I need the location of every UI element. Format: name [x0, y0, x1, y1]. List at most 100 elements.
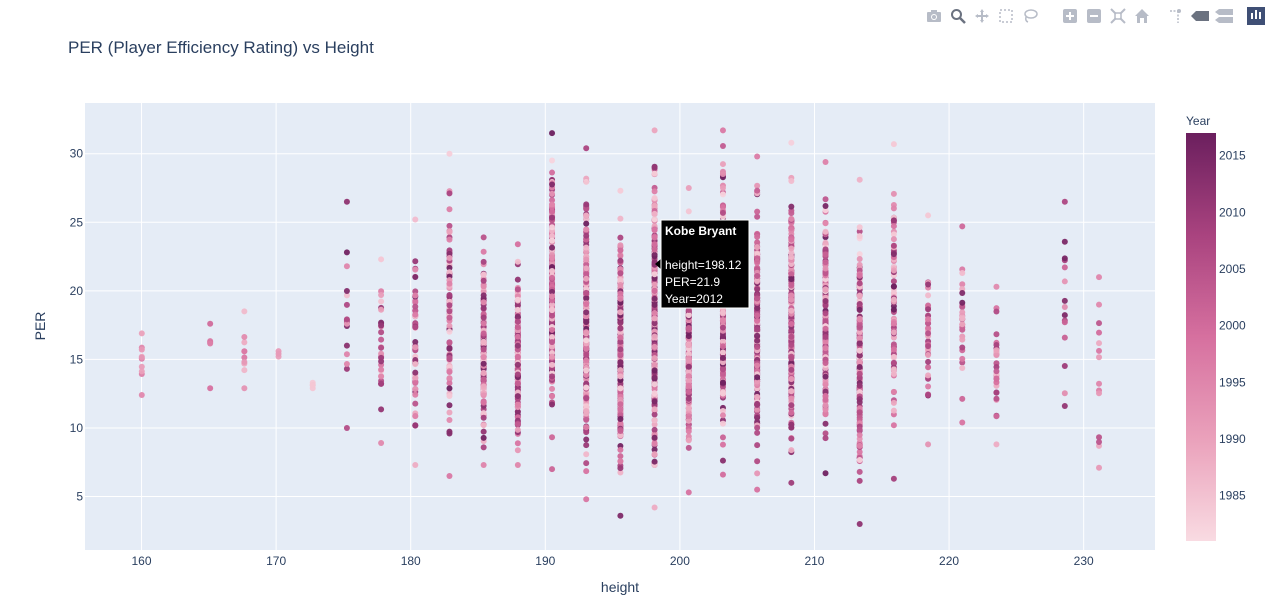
data-point[interactable]	[583, 429, 590, 436]
zoom-out-icon[interactable]	[1085, 7, 1103, 25]
data-point[interactable]	[549, 339, 556, 346]
data-point[interactable]	[241, 385, 248, 392]
data-point[interactable]	[549, 385, 556, 392]
data-point[interactable]	[651, 458, 658, 465]
data-point[interactable]	[890, 296, 897, 303]
data-point[interactable]	[343, 342, 350, 349]
data-point[interactable]	[583, 345, 590, 352]
data-point[interactable]	[446, 339, 453, 346]
data-point[interactable]	[549, 224, 556, 231]
data-point[interactable]	[993, 395, 1000, 402]
data-point[interactable]	[651, 333, 658, 340]
data-point[interactable]	[412, 216, 419, 223]
box-select-icon[interactable]	[997, 7, 1015, 25]
data-point[interactable]	[549, 201, 556, 208]
data-point[interactable]	[207, 320, 214, 327]
data-point[interactable]	[412, 292, 419, 299]
data-point[interactable]	[480, 314, 487, 321]
data-point[interactable]	[788, 435, 795, 442]
plotly-logo-icon[interactable]	[1247, 7, 1265, 25]
data-point[interactable]	[788, 253, 795, 260]
data-point[interactable]	[754, 251, 761, 258]
data-point[interactable]	[993, 413, 1000, 420]
hover-compare-icon[interactable]	[1215, 7, 1233, 25]
data-point[interactable]	[925, 212, 932, 219]
data-point[interactable]	[822, 203, 829, 210]
data-point[interactable]	[890, 251, 897, 258]
data-point[interactable]	[685, 444, 692, 451]
data-point[interactable]	[788, 178, 795, 185]
data-point[interactable]	[788, 270, 795, 277]
data-point[interactable]	[925, 330, 932, 337]
data-point[interactable]	[1096, 434, 1103, 441]
data-point[interactable]	[788, 341, 795, 348]
data-point[interactable]	[685, 324, 692, 331]
data-point[interactable]	[1061, 319, 1068, 326]
colorbar[interactable]: Year 1985 1990 1995 2000 2005 2010 2015	[1186, 114, 1246, 541]
data-point[interactable]	[617, 359, 624, 366]
data-point[interactable]	[685, 428, 692, 435]
data-point[interactable]	[514, 393, 521, 400]
data-point[interactable]	[617, 187, 624, 194]
data-point[interactable]	[549, 288, 556, 295]
data-point[interactable]	[856, 280, 863, 287]
data-point[interactable]	[788, 353, 795, 360]
data-point[interactable]	[993, 352, 1000, 359]
data-point[interactable]	[1061, 264, 1068, 271]
data-point[interactable]	[822, 297, 829, 304]
data-point[interactable]	[378, 336, 385, 343]
data-point[interactable]	[343, 424, 350, 431]
data-point[interactable]	[446, 409, 453, 416]
data-point[interactable]	[343, 249, 350, 256]
data-point[interactable]	[890, 475, 897, 482]
data-point[interactable]	[1061, 403, 1068, 410]
data-point[interactable]	[617, 277, 624, 284]
data-point[interactable]	[617, 415, 624, 422]
data-point[interactable]	[446, 280, 453, 287]
data-point[interactable]	[583, 337, 590, 344]
data-point[interactable]	[754, 208, 761, 215]
data-point[interactable]	[925, 372, 932, 379]
home-icon[interactable]	[1133, 7, 1151, 25]
data-point[interactable]	[446, 250, 453, 257]
data-point[interactable]	[822, 318, 829, 325]
data-point[interactable]	[651, 504, 658, 511]
data-point[interactable]	[480, 299, 487, 306]
data-point[interactable]	[856, 228, 863, 235]
data-point[interactable]	[617, 290, 624, 297]
data-point[interactable]	[651, 406, 658, 413]
data-point[interactable]	[446, 322, 453, 329]
data-point[interactable]	[890, 359, 897, 366]
data-point[interactable]	[617, 421, 624, 428]
data-point[interactable]	[651, 275, 658, 282]
data-point[interactable]	[754, 305, 761, 312]
data-point[interactable]	[788, 249, 795, 256]
data-point[interactable]	[822, 373, 829, 380]
data-point[interactable]	[822, 388, 829, 395]
data-point[interactable]	[685, 312, 692, 319]
data-point[interactable]	[685, 357, 692, 364]
data-point[interactable]	[685, 378, 692, 385]
data-point[interactable]	[241, 359, 248, 366]
data-point[interactable]	[378, 256, 385, 263]
data-point[interactable]	[890, 231, 897, 238]
data-point[interactable]	[583, 295, 590, 302]
data-point[interactable]	[549, 361, 556, 368]
data-point[interactable]	[822, 411, 829, 418]
data-point[interactable]	[788, 421, 795, 428]
data-point[interactable]	[754, 337, 761, 344]
data-point[interactable]	[617, 453, 624, 460]
data-point[interactable]	[822, 270, 829, 277]
data-point[interactable]	[890, 366, 897, 373]
data-point[interactable]	[1061, 238, 1068, 245]
data-point[interactable]	[719, 349, 726, 356]
data-point[interactable]	[890, 407, 897, 414]
data-point[interactable]	[925, 343, 932, 350]
data-point[interactable]	[446, 393, 453, 400]
data-point[interactable]	[856, 324, 863, 331]
data-point[interactable]	[583, 451, 590, 458]
data-point[interactable]	[993, 364, 1000, 371]
data-point[interactable]	[480, 360, 487, 367]
data-point[interactable]	[788, 402, 795, 409]
data-point[interactable]	[719, 309, 726, 316]
